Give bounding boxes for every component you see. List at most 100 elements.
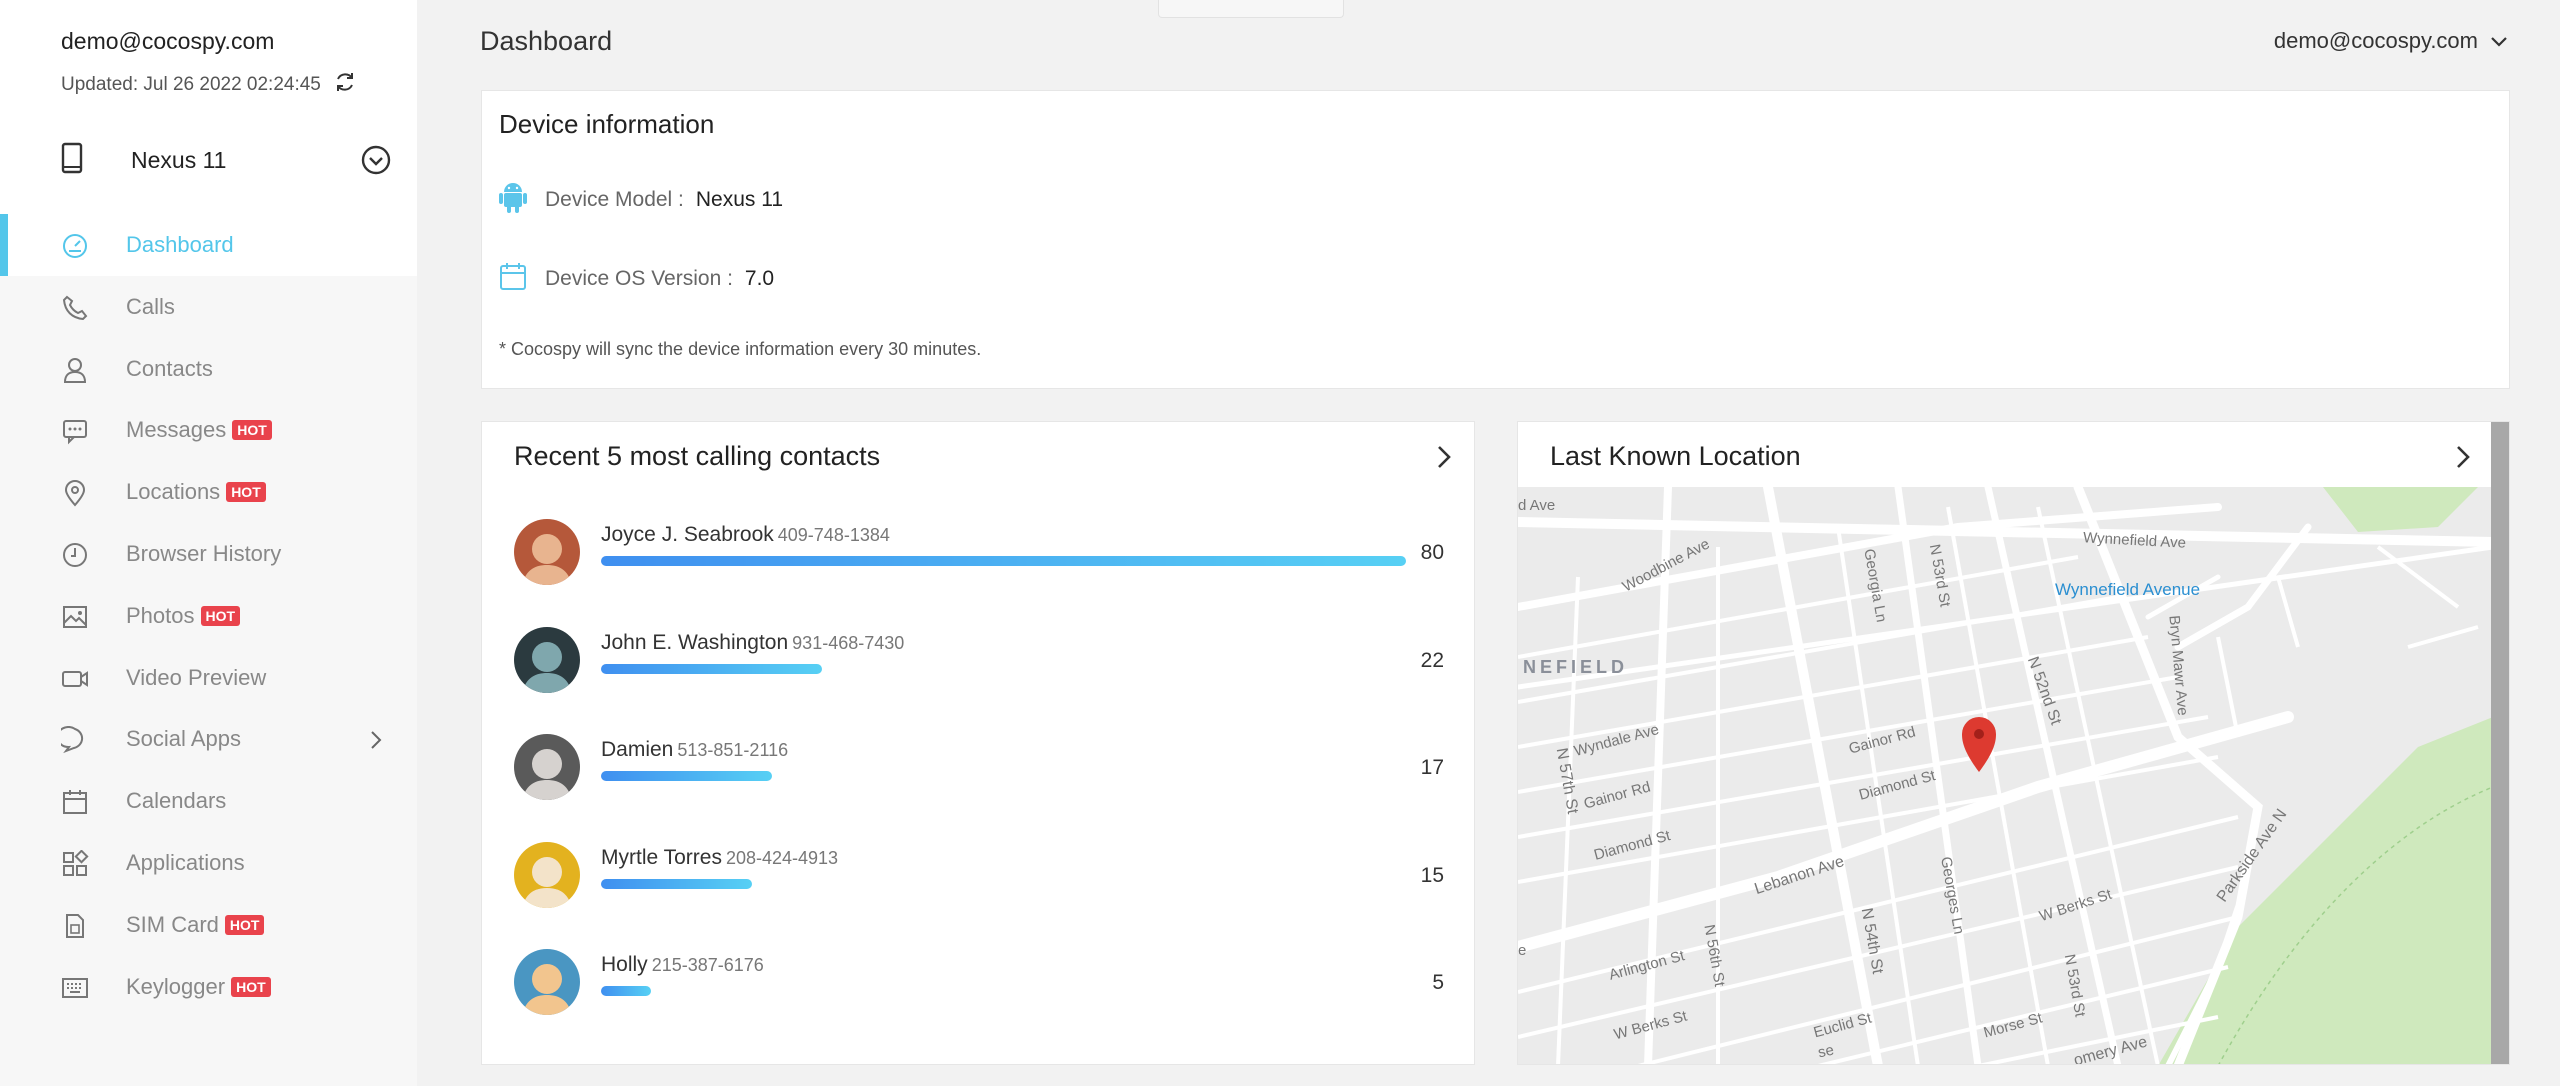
sidebar-item-browser-history[interactable]: Browser History bbox=[0, 523, 417, 585]
sidebar-item-label: Contacts bbox=[126, 355, 213, 381]
list-item[interactable]: Damien 513-851-2116 17 bbox=[514, 734, 1444, 800]
user-menu[interactable]: demo@cocospy.com bbox=[2274, 28, 2508, 54]
top-pull-tab[interactable] bbox=[1158, 0, 1344, 18]
refresh-icon[interactable] bbox=[333, 70, 357, 100]
image-icon bbox=[61, 603, 89, 631]
map-label: e bbox=[1518, 942, 1527, 959]
map-label: d Ave bbox=[1518, 497, 1556, 514]
contact-name: Damien bbox=[601, 738, 674, 761]
sidebar-item-calendars[interactable]: Calendars bbox=[0, 770, 417, 832]
list-item[interactable]: Joyce J. Seabrook 409-748-1384 80 bbox=[514, 519, 1444, 585]
sidebar-item-social-apps[interactable]: Social Apps bbox=[0, 708, 417, 770]
hot-badge: HOT bbox=[226, 482, 266, 503]
sidebar-item-label: Browser History bbox=[126, 541, 282, 566]
recent-contacts-title: Recent 5 most calling contacts bbox=[514, 441, 881, 471]
sidebar-item-locations[interactable]: Locations HOT bbox=[0, 461, 417, 523]
avatar bbox=[514, 626, 580, 693]
phone-device-icon bbox=[61, 142, 83, 179]
video-icon bbox=[61, 665, 89, 693]
chevron-down-icon bbox=[2490, 28, 2508, 54]
calendar-icon bbox=[61, 788, 89, 816]
call-count: 80 bbox=[1420, 541, 1444, 564]
call-count: 15 bbox=[1420, 863, 1444, 887]
device-model-row: Device Model : Nexus 11 bbox=[499, 181, 783, 219]
location-pin-icon bbox=[1962, 717, 1996, 772]
device-info-title: Device information bbox=[499, 109, 715, 139]
chat-icon bbox=[61, 417, 89, 445]
contact-name: Joyce J. Seabrook bbox=[601, 523, 774, 546]
location-map[interactable]: d Ave Woodbine Ave Wynnefield Ave Wynnef… bbox=[1518, 487, 2493, 1064]
sidebar-item-label: Photos bbox=[126, 602, 195, 628]
device-name: Nexus 11 bbox=[131, 146, 227, 173]
device-os-row: Device OS Version : 7.0 bbox=[499, 261, 774, 297]
apps-grid-icon bbox=[61, 849, 89, 878]
speech-bubble-icon bbox=[56, 726, 89, 754]
call-count-bar bbox=[601, 986, 652, 996]
sidebar-item-label: Video Preview bbox=[126, 664, 267, 690]
dashboard-icon bbox=[61, 232, 89, 260]
call-count: 17 bbox=[1420, 756, 1444, 779]
updated-timestamp: Updated: Jul 26 2022 02:24:45 bbox=[61, 70, 357, 100]
sidebar-item-calls[interactable]: Calls bbox=[0, 276, 417, 338]
chevron-right-icon[interactable] bbox=[2455, 444, 2471, 475]
sidebar-item-label: SIM Card bbox=[126, 911, 219, 937]
avatar bbox=[514, 949, 580, 1015]
sidebar-item-sim-card[interactable]: SIM Card HOT bbox=[0, 894, 417, 956]
sidebar-item-label: Calls bbox=[126, 293, 175, 319]
sidebar-nav: Dashboard Calls Contacts Messages HOT Locatio… bbox=[0, 214, 417, 1086]
contact-name: Holly bbox=[601, 953, 648, 976]
hot-badge: HOT bbox=[231, 976, 271, 997]
list-item[interactable]: Holly 215-387-6176 5 bbox=[514, 949, 1444, 1015]
map-streets bbox=[1518, 487, 2493, 1064]
last-location-title: Last Known Location bbox=[1550, 441, 1801, 471]
sidebar-item-messages[interactable]: Messages HOT bbox=[0, 399, 417, 461]
sidebar-item-contacts[interactable]: Contacts bbox=[0, 338, 417, 400]
sidebar: demo@cocospy.com Updated: Jul 26 2022 02… bbox=[0, 0, 417, 1086]
contact-name: John E. Washington bbox=[601, 630, 789, 654]
phone-icon bbox=[61, 294, 89, 322]
sync-note: * Cocospy will sync the device informati… bbox=[499, 339, 982, 359]
list-item[interactable]: John E. Washington 931-468-7430 22 bbox=[514, 626, 1444, 693]
sidebar-item-label: Calendars bbox=[126, 788, 227, 814]
avatar bbox=[514, 734, 580, 800]
updated-text: Updated: Jul 26 2022 02:24:45 bbox=[61, 74, 321, 95]
avatar bbox=[514, 519, 580, 585]
sidebar-item-label: Dashboard bbox=[126, 232, 234, 257]
sidebar-item-applications[interactable]: Applications bbox=[0, 832, 417, 894]
chevron-right-icon[interactable] bbox=[1436, 444, 1452, 475]
sidebar-item-dashboard[interactable]: Dashboard bbox=[0, 214, 417, 276]
call-count-bar bbox=[601, 878, 752, 889]
avatar bbox=[514, 841, 580, 908]
sidebar-item-keylogger[interactable]: Keylogger HOT bbox=[0, 956, 417, 1018]
device-os-label: Device OS Version : bbox=[545, 267, 733, 290]
map-scrollbar[interactable] bbox=[2491, 422, 2509, 1064]
keyboard-icon bbox=[61, 974, 89, 1002]
contact-name: Myrtle Torres bbox=[601, 845, 722, 869]
device-os-value: 7.0 bbox=[744, 267, 775, 290]
chevron-down-circle-icon[interactable] bbox=[361, 145, 391, 180]
hot-badge: HOT bbox=[200, 605, 241, 626]
person-icon bbox=[61, 356, 89, 384]
sidebar-item-label: Locations bbox=[126, 479, 221, 505]
recent-contacts-card: Recent 5 most calling contacts Joyce J. … bbox=[481, 421, 1475, 1065]
call-count-bar bbox=[601, 556, 1406, 566]
sidebar-item-photos[interactable]: Photos HOT bbox=[0, 585, 417, 647]
transit-stop-label: Wynnefield Avenue bbox=[2055, 580, 2201, 599]
user-email: demo@cocospy.com bbox=[2273, 28, 2478, 53]
device-model-value: Nexus 11 bbox=[695, 188, 784, 211]
device-info-card: Device information Device Model : Nexus … bbox=[481, 90, 2510, 389]
list-item[interactable]: Myrtle Torres 208-424-4913 15 bbox=[514, 841, 1444, 908]
device-model-label: Device Model : bbox=[545, 188, 684, 211]
location-pin-icon bbox=[61, 479, 89, 507]
sidebar-item-label: Social Apps bbox=[126, 726, 241, 752]
contact-phone: 513-851-2116 bbox=[677, 740, 789, 760]
map-label: se bbox=[1816, 1041, 1836, 1062]
call-count: 5 bbox=[1432, 971, 1444, 994]
contact-phone: 931-468-7430 bbox=[792, 632, 905, 653]
device-selector[interactable]: Nexus 11 bbox=[61, 140, 391, 180]
account-email: demo@cocospy.com bbox=[61, 28, 275, 54]
sidebar-item-video-preview[interactable]: Video Preview bbox=[0, 647, 417, 709]
contact-phone: 215-387-6176 bbox=[651, 955, 764, 975]
neighborhood-label: NEFIELD bbox=[1523, 657, 1629, 677]
call-count-bar bbox=[601, 771, 773, 781]
